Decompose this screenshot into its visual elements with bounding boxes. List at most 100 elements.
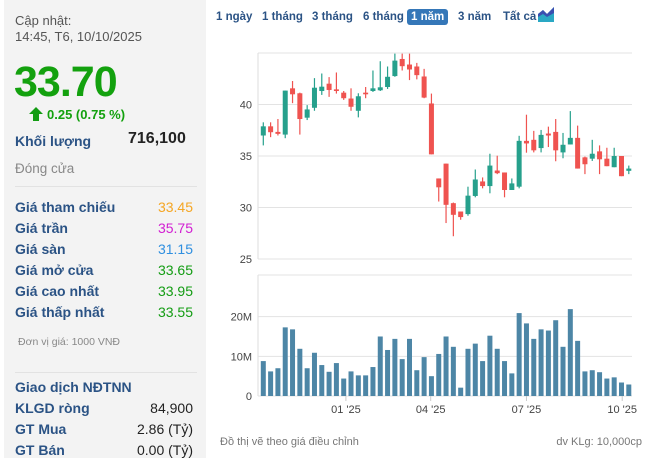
candle-body bbox=[363, 92, 369, 95]
volume-bar bbox=[377, 336, 383, 396]
stat-label: Giá mở cửa bbox=[15, 262, 94, 278]
stat-label: Giá tham chiếu bbox=[15, 199, 116, 215]
candle-body bbox=[597, 151, 603, 160]
volume-bar bbox=[304, 368, 310, 396]
volume-bar bbox=[443, 336, 449, 396]
volume-bar bbox=[407, 338, 412, 396]
candle-body bbox=[333, 89, 339, 92]
candle-body bbox=[458, 211, 464, 218]
candle-body bbox=[582, 157, 588, 165]
candle-body bbox=[348, 98, 354, 107]
volume-tick-label: 0 bbox=[246, 391, 252, 403]
volume-bar bbox=[436, 353, 442, 396]
tab-period[interactable]: Tất cả bbox=[503, 11, 537, 23]
volume-bar bbox=[297, 348, 303, 396]
price-tick-label: 35 bbox=[240, 151, 252, 163]
stat-label: Giá cao nhất bbox=[15, 283, 100, 299]
volume-bar bbox=[604, 378, 610, 396]
volume-bar bbox=[363, 375, 369, 396]
current-price: 33.70 bbox=[14, 58, 118, 106]
candle-body bbox=[560, 144, 566, 153]
candle-body bbox=[509, 183, 515, 190]
tab-period[interactable]: 1 ngày bbox=[216, 11, 253, 23]
candle-body bbox=[260, 126, 266, 136]
x-tick-label: 04 '25 bbox=[416, 404, 446, 416]
candle-body bbox=[385, 76, 391, 87]
volume-bar bbox=[450, 346, 456, 396]
price-tick-label: 40 bbox=[240, 100, 252, 112]
volume-bar bbox=[531, 338, 537, 396]
volume-bar bbox=[311, 352, 317, 396]
candle-body bbox=[326, 83, 332, 90]
volume-bar bbox=[414, 370, 420, 396]
volume-bar bbox=[319, 365, 325, 396]
candle-body bbox=[465, 195, 471, 215]
candle-body bbox=[436, 178, 442, 188]
volume-bar bbox=[421, 357, 427, 396]
candle-body bbox=[575, 137, 581, 169]
chart-type-button[interactable] bbox=[537, 6, 555, 28]
volume-unit-note: dv KLg: 10,000cp bbox=[556, 436, 642, 448]
candle-body bbox=[604, 158, 610, 167]
volume-bar bbox=[597, 372, 603, 396]
candle-body bbox=[407, 64, 412, 70]
foreign-row-value: 2.86 (Tỷ) bbox=[136, 421, 193, 437]
stat-label: Giá sàn bbox=[15, 241, 66, 257]
foreign-row-value: 0.00 (Tỷ) bbox=[136, 442, 193, 458]
volume-bar bbox=[523, 323, 529, 396]
x-tick-label: 01 '25 bbox=[331, 404, 361, 416]
tab-period[interactable]: 3 năm bbox=[458, 11, 492, 23]
candle-body bbox=[611, 156, 617, 168]
volume-bar bbox=[370, 367, 376, 396]
candle-body bbox=[567, 137, 573, 145]
candle-body bbox=[428, 103, 434, 155]
volume-bar bbox=[385, 349, 391, 396]
stat-value: 33.45 bbox=[157, 199, 193, 215]
volume-bar bbox=[502, 361, 508, 396]
volume-bar bbox=[480, 361, 486, 396]
candle-body bbox=[311, 87, 317, 108]
volume-bar bbox=[589, 370, 595, 396]
tab-period[interactable]: 1 tháng bbox=[262, 11, 303, 23]
candle-body bbox=[516, 140, 522, 187]
candle-body bbox=[319, 86, 325, 92]
tab-period[interactable]: 6 tháng bbox=[363, 11, 404, 23]
volume-bar bbox=[260, 361, 266, 396]
volume-bar bbox=[333, 363, 339, 396]
candle-body bbox=[538, 134, 544, 149]
divider bbox=[15, 372, 197, 373]
candle-body bbox=[370, 88, 376, 92]
candle-body bbox=[531, 139, 537, 151]
tab-period[interactable]: 1 năm bbox=[407, 9, 449, 25]
volume-label: Khối lượng bbox=[15, 133, 92, 149]
candle-body bbox=[355, 96, 361, 111]
candle-body bbox=[480, 181, 486, 187]
arrow-up-icon bbox=[29, 107, 43, 121]
volume-bar bbox=[494, 348, 500, 396]
candle-body bbox=[377, 87, 383, 91]
tab-period[interactable]: 3 tháng bbox=[312, 11, 353, 23]
volume-bar bbox=[553, 320, 559, 396]
candle-body bbox=[589, 153, 595, 159]
volume-bar bbox=[465, 348, 471, 396]
candle-body bbox=[553, 131, 559, 151]
divider bbox=[15, 186, 197, 187]
candle-body bbox=[450, 203, 456, 215]
footer-note: Đồ thị vẽ theo giá điều chỉnh bbox=[220, 436, 359, 448]
unit-note: Đơn vị giá: 1000 VNĐ bbox=[18, 336, 121, 348]
volume-bar bbox=[428, 376, 434, 396]
candle-body bbox=[523, 140, 529, 144]
candle-body bbox=[502, 172, 508, 190]
volume-bar bbox=[567, 309, 573, 396]
price-tick-label: 25 bbox=[240, 254, 252, 266]
stat-value: 33.55 bbox=[157, 304, 193, 320]
volume-bar bbox=[545, 330, 551, 396]
candle-body bbox=[618, 156, 624, 177]
volume-tick-label: 10M bbox=[231, 351, 252, 363]
update-time: 14:45, T6, 10/10/2025 bbox=[15, 29, 142, 44]
volume-bar bbox=[458, 387, 464, 396]
stat-value: 35.75 bbox=[157, 220, 193, 236]
volume-bar bbox=[560, 346, 566, 396]
candle-body bbox=[545, 133, 551, 136]
